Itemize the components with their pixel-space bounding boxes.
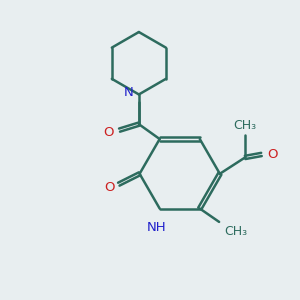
Text: CH₃: CH₃ [224,225,248,238]
Text: O: O [104,181,114,194]
Text: NH: NH [146,221,166,234]
Text: N: N [124,86,134,100]
Text: O: O [267,148,277,161]
Text: CH₃: CH₃ [233,118,257,132]
Text: O: O [104,126,114,139]
